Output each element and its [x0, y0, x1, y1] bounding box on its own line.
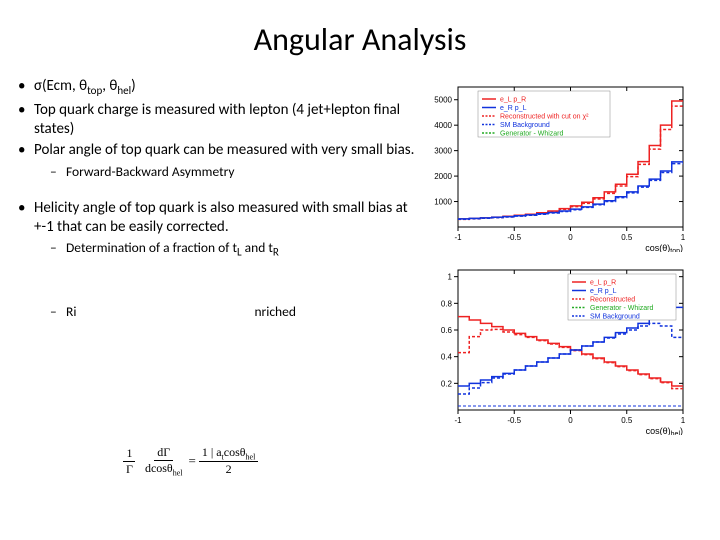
svg-text:0: 0: [568, 416, 573, 425]
bullet-sigma: σ(Ecm, θtop, θhel): [12, 77, 420, 98]
b4s2-pre: Ri: [66, 303, 76, 320]
svg-text:0.4: 0.4: [441, 353, 453, 362]
b4s1-pre: Determination of a fraction of t: [66, 239, 237, 256]
svg-text:-1: -1: [454, 416, 462, 425]
svg-text:SM Background: SM Background: [590, 314, 640, 321]
f-d2: dcosθ: [145, 461, 173, 475]
svg-text:4000: 4000: [434, 121, 452, 130]
b4s1-R: R: [273, 246, 279, 259]
svg-text:0.6: 0.6: [441, 326, 453, 335]
b1-post: ): [131, 77, 136, 95]
content-row: σ(Ecm, θtop, θhel) Top quark charge is m…: [0, 77, 720, 435]
f-n3s2: hel: [246, 452, 256, 461]
f-d1: Γ: [123, 462, 136, 477]
bullet-polarangle: Polar angle of top quark can be measured…: [12, 141, 420, 181]
svg-text:0.5: 0.5: [621, 233, 633, 242]
bullet-topcharge: Top quark charge is measured with lepton…: [12, 101, 420, 139]
b1-sub1: top: [87, 84, 102, 97]
svg-text:-0.5: -0.5: [507, 233, 521, 242]
svg-text:Reconstructed: Reconstructed: [590, 297, 635, 304]
svg-text:-1: -1: [454, 233, 462, 242]
svg-text:cos(θ)hel): cos(θ)hel): [645, 426, 682, 435]
svg-text:0: 0: [568, 233, 573, 242]
svg-text:0.2: 0.2: [441, 379, 453, 388]
svg-text:1: 1: [447, 273, 452, 282]
svg-text:0.8: 0.8: [441, 299, 453, 308]
b1-sub2: hel: [117, 84, 131, 97]
svg-text:0.5: 0.5: [621, 416, 633, 425]
sub-fraction: Determination of a fraction of tL and tR: [34, 240, 420, 259]
svg-text:5000: 5000: [434, 96, 452, 105]
svg-text:Generator - Whizard: Generator - Whizard: [500, 131, 564, 138]
formula-overlay: 1 Γ dΓ dcosθhel = 1 | atcosθhel 2: [120, 442, 340, 480]
b4s1-mid: and t: [242, 239, 273, 256]
b1-pre: σ(Ecm, θ: [34, 77, 87, 95]
svg-text:Reconstructed with cut on χ²: Reconstructed with cut on χ²: [500, 114, 589, 121]
b4-text: Helicity angle of top quark is also meas…: [34, 199, 408, 236]
svg-text:e_R p_L: e_R p_L: [590, 288, 617, 295]
bullet-helicity: Helicity angle of top quark is also meas…: [12, 199, 420, 321]
svg-text:e_R p_L: e_R p_L: [500, 105, 527, 112]
svg-text:-0.5: -0.5: [507, 416, 521, 425]
svg-text:1000: 1000: [434, 198, 452, 207]
text-column: σ(Ecm, θtop, θhel) Top quark charge is m…: [12, 77, 420, 435]
slide-title: Angular Analysis: [0, 0, 720, 77]
chart-column: 10002000300040005000-1-0.500.51cos(θ)top…: [420, 77, 708, 435]
b4s2-post: nriched: [254, 303, 296, 320]
f-d3: 2: [223, 462, 235, 477]
sub-enriched: Ri nriched: [34, 304, 420, 321]
chart-costheta-hel: 0.20.40.60.81-1-0.500.51cos(θ)hel)e_L p_…: [420, 260, 708, 435]
f-n1: 1: [123, 446, 135, 462]
f-d2s: hel: [173, 468, 183, 477]
f-n3p2: cosθ: [224, 445, 246, 459]
b3-text: Polar angle of top quark can be measured…: [34, 141, 414, 159]
f-eq: =: [188, 453, 195, 469]
svg-text:SM Background: SM Background: [500, 122, 550, 129]
svg-text:2000: 2000: [434, 172, 452, 181]
svg-text:e_L p_R: e_L p_R: [500, 97, 526, 104]
svg-text:3000: 3000: [434, 147, 452, 156]
sub-fbasym: Forward-Backward Asymmetry: [34, 164, 420, 181]
f-n3p: 1 | a: [202, 445, 222, 459]
svg-text:1: 1: [680, 416, 685, 425]
b1-mid: , θ: [102, 77, 117, 95]
svg-text:cos(θ)top): cos(θ)top): [645, 243, 683, 252]
svg-text:Generator - Whizard: Generator - Whizard: [590, 305, 654, 312]
svg-text:1: 1: [680, 233, 685, 242]
chart-costheta-top: 1000 2000 3000 4000 5000 -1 -0.5 0 0.5 1cos(θ)top…: [420, 77, 708, 252]
f-n2: dΓ: [154, 445, 173, 461]
svg-text:e_L p_R: e_L p_R: [590, 280, 616, 287]
